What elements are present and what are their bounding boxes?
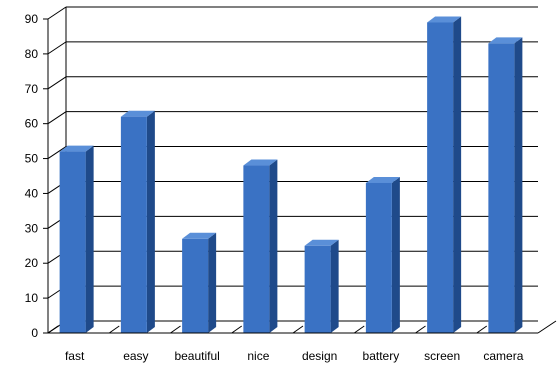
bar (243, 159, 278, 333)
gridline-depth (47, 146, 67, 159)
x-tick-mark (476, 325, 488, 334)
y-tick-label: 10 (25, 291, 39, 305)
x-tick-label: beautiful (174, 349, 219, 363)
bar (182, 232, 217, 333)
bar-side (514, 37, 523, 334)
bar-front (120, 116, 147, 333)
bar (488, 37, 523, 334)
bar-side (208, 232, 217, 333)
bar (427, 16, 462, 333)
bars (59, 16, 523, 334)
gridline-depth (47, 6, 67, 20)
bar-front (59, 151, 86, 333)
bar-front (365, 182, 392, 333)
bar-front (488, 43, 515, 334)
x-tick-label: camera (483, 349, 523, 363)
y-tick-label: 90 (25, 12, 39, 26)
x-tick-mark (108, 325, 120, 334)
bar-top (243, 159, 278, 166)
y-axis: 0 10 20 30 40 50 60 70 80 90 (25, 12, 49, 340)
bar-top (365, 176, 400, 183)
bar (59, 145, 94, 333)
bar-top (182, 232, 217, 239)
bar-top (427, 16, 462, 23)
bar-side (391, 176, 400, 333)
x-tick-label: design (302, 349, 337, 363)
y-tick-label: 60 (25, 117, 39, 131)
bar-top (59, 145, 94, 152)
y-tick-label: 30 (25, 221, 39, 235)
bar-top (120, 110, 155, 117)
y-tick-label: 0 (31, 326, 38, 340)
gridline-depth (47, 111, 67, 125)
bar-front (243, 165, 270, 333)
floor-right-edge (537, 320, 557, 334)
y-tick-label: 80 (25, 47, 39, 61)
x-tick-label: fast (65, 349, 85, 363)
bar-side (146, 110, 155, 333)
y-tick-label: 70 (25, 82, 39, 96)
x-tick-mark (231, 325, 243, 334)
bar-front (427, 22, 454, 333)
y-tick-label: 50 (25, 152, 39, 166)
x-tick-label: battery (363, 349, 400, 363)
gridline-depth (47, 76, 67, 90)
bar-top (488, 37, 523, 44)
y-tick-label: 40 (25, 186, 39, 200)
x-tick-mark (415, 325, 426, 334)
bar (365, 176, 400, 333)
bar-side (269, 159, 278, 333)
bar (304, 239, 339, 333)
x-tick-mark (47, 325, 59, 334)
y-tick-label: 20 (25, 256, 39, 270)
x-tick-mark (353, 325, 365, 334)
bar-side (453, 16, 462, 333)
bar-front (182, 238, 209, 333)
x-tick-label: screen (424, 349, 460, 363)
bar-side (330, 239, 339, 333)
x-axis: fast easy beautiful nice design battery screen… (47, 320, 557, 363)
x-tick-mark (170, 325, 181, 334)
bar-front (304, 245, 331, 333)
bar-side (85, 145, 94, 333)
x-tick-label: easy (123, 349, 148, 363)
x-tick-label: nice (247, 349, 269, 363)
bar-top (304, 239, 339, 246)
x-tick-mark (292, 325, 304, 334)
gridline-depth (47, 41, 67, 55)
bar (120, 110, 155, 333)
